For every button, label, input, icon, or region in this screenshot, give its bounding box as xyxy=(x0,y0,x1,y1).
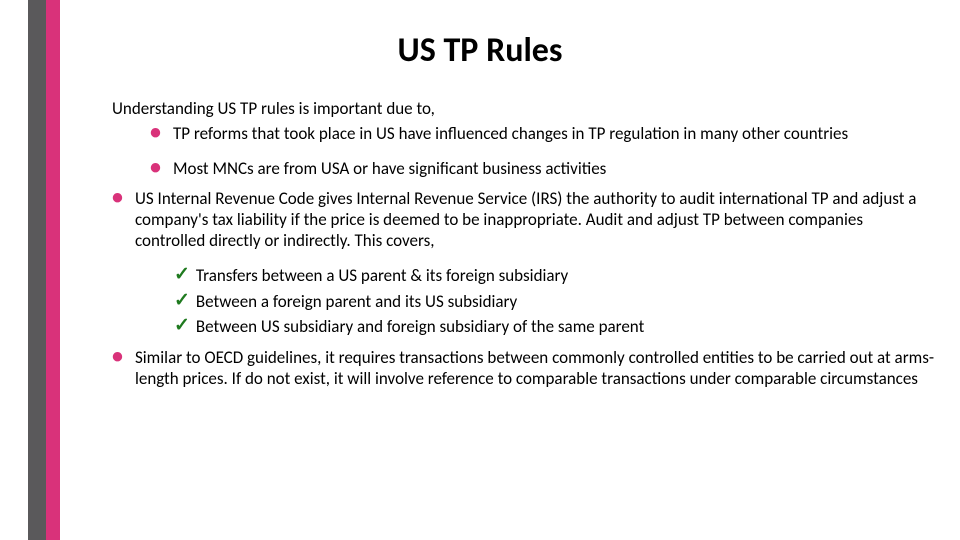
check-item: ✓ Between US subsidiary and foreign subs… xyxy=(174,316,937,337)
check-text: Between a foreign parent and its US subs… xyxy=(196,291,937,312)
left-decoration xyxy=(0,0,60,540)
slide-title: US TP Rules xyxy=(0,30,960,71)
bullet-icon: • xyxy=(150,123,161,141)
check-icon: ✓ xyxy=(174,265,190,285)
intro-text: Understanding US TP rules is important d… xyxy=(112,98,937,119)
check-text: Transfers between a US parent & its fore… xyxy=(196,265,937,286)
slide-content: Understanding US TP rules is important d… xyxy=(112,98,937,390)
bullet-text: US Internal Revenue Code gives Internal … xyxy=(135,188,937,252)
band-magenta xyxy=(46,0,60,540)
check-item: ✓ Between a foreign parent and its US su… xyxy=(174,291,937,312)
bullet-icon: • xyxy=(112,347,123,365)
bullet-icon: • xyxy=(112,188,123,206)
slide: US TP Rules Understanding US TP rules is… xyxy=(0,0,960,540)
check-icon: ✓ xyxy=(174,291,190,311)
band-white xyxy=(0,0,28,540)
bullet-icon: • xyxy=(150,158,161,176)
check-icon: ✓ xyxy=(174,316,190,336)
bullet-text: Similar to OECD guidelines, it requires … xyxy=(135,347,937,390)
check-text: Between US subsidiary and foreign subsid… xyxy=(196,316,937,337)
main-bullet: • Similar to OECD guidelines, it require… xyxy=(112,347,937,390)
sub-bullet: • TP reforms that took place in US have … xyxy=(150,123,937,144)
bullet-text: Most MNCs are from USA or have significa… xyxy=(173,158,937,179)
band-gray xyxy=(28,0,46,540)
main-bullet: • US Internal Revenue Code gives Interna… xyxy=(112,188,937,252)
sub-bullet: • Most MNCs are from USA or have signifi… xyxy=(150,158,937,179)
bullet-text: TP reforms that took place in US have in… xyxy=(173,123,937,144)
check-item: ✓ Transfers between a US parent & its fo… xyxy=(174,265,937,286)
